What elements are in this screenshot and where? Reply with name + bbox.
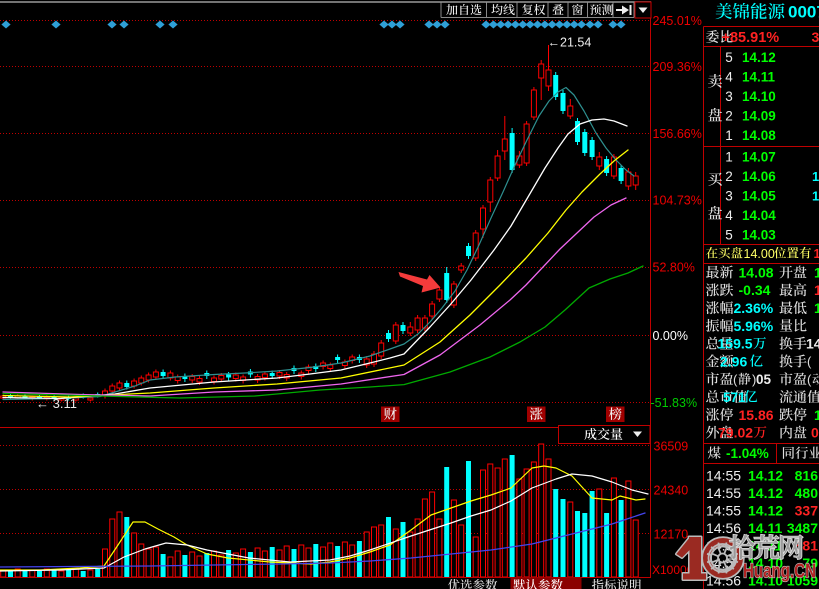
svg-text:1: 1 <box>725 128 733 143</box>
svg-text:3: 3 <box>725 89 733 104</box>
svg-text:571: 571 <box>723 390 746 405</box>
svg-text:14.12: 14.12 <box>748 502 783 518</box>
svg-text:14:56: 14:56 <box>706 520 741 536</box>
svg-text:2.36%: 2.36% <box>734 300 774 316</box>
svg-text:(: ( <box>807 372 812 387</box>
svg-text:← 3.11: ← 3.11 <box>36 396 77 411</box>
svg-text:14.08: 14.08 <box>739 264 774 280</box>
svg-text:2: 2 <box>725 109 733 124</box>
svg-text:4: 4 <box>725 208 733 223</box>
svg-text:14.07: 14.07 <box>742 150 776 165</box>
svg-text:4: 4 <box>725 70 733 85</box>
svg-text:1: 1 <box>814 300 819 316</box>
svg-text:337: 337 <box>795 502 819 518</box>
svg-text:1: 1 <box>814 407 819 423</box>
svg-text:-51.83%: -51.83% <box>651 396 698 410</box>
svg-text:14:55: 14:55 <box>706 502 741 518</box>
svg-text:5.96%: 5.96% <box>734 318 774 334</box>
svg-text:52.80%: 52.80% <box>653 260 695 274</box>
svg-text:2: 2 <box>725 169 733 184</box>
svg-text:14.08: 14.08 <box>742 128 776 143</box>
svg-text:104.73%: 104.73% <box>653 193 702 207</box>
svg-text:36509: 36509 <box>654 439 689 453</box>
svg-text:24340: 24340 <box>654 483 689 497</box>
svg-text:+85.91%: +85.91% <box>722 30 780 46</box>
svg-text:14.11: 14.11 <box>742 70 776 85</box>
svg-text:14.11: 14.11 <box>748 520 782 536</box>
svg-text:0.00%: 0.00% <box>653 329 688 343</box>
svg-text:(: ( <box>807 354 812 369</box>
svg-text:816: 816 <box>795 467 819 483</box>
svg-text:79: 79 <box>802 555 818 571</box>
svg-text:3: 3 <box>725 189 733 204</box>
svg-text:1: 1 <box>725 150 733 165</box>
svg-text:14: 14 <box>806 336 819 352</box>
svg-text:5: 5 <box>725 50 733 65</box>
svg-text:14.12: 14.12 <box>748 485 783 501</box>
svg-text:14.10: 14.10 <box>748 572 783 588</box>
svg-text:05: 05 <box>756 372 772 387</box>
svg-text:5: 5 <box>725 228 733 243</box>
svg-text:←21.54: ←21.54 <box>548 35 592 49</box>
svg-text:1: 1 <box>814 282 819 298</box>
svg-text:1059: 1059 <box>787 572 818 588</box>
svg-text:480: 480 <box>795 485 819 501</box>
svg-text:1: 1 <box>812 169 819 184</box>
svg-text:159.5: 159.5 <box>718 336 753 352</box>
svg-text:209.36%: 209.36% <box>653 60 702 74</box>
svg-text:14:55: 14:55 <box>706 485 741 501</box>
svg-text:245.01%: 245.01% <box>653 14 702 28</box>
svg-text:79.02: 79.02 <box>718 425 753 441</box>
svg-text:): ) <box>752 372 756 387</box>
svg-text:-1.04%: -1.04% <box>726 446 769 461</box>
svg-text:3487: 3487 <box>787 520 818 536</box>
svg-text:14.06: 14.06 <box>742 169 776 184</box>
svg-text:15.86: 15.86 <box>739 407 774 423</box>
svg-text:0.: 0. <box>811 425 819 441</box>
svg-text:2.96: 2.96 <box>720 353 747 369</box>
svg-text:14.10: 14.10 <box>742 89 776 104</box>
svg-text:0007: 0007 <box>788 2 819 21</box>
svg-text:(: ( <box>733 372 738 387</box>
svg-text:14.09: 14.09 <box>742 109 776 124</box>
svg-text:14.03: 14.03 <box>742 228 776 243</box>
svg-text:Huang.CN: Huang.CN <box>743 560 816 583</box>
svg-text:14.00: 14.00 <box>744 247 775 261</box>
svg-text:14.12: 14.12 <box>742 50 776 65</box>
svg-text:1: 1 <box>814 264 819 280</box>
svg-text:1: 1 <box>812 189 819 204</box>
svg-text:3: 3 <box>812 29 819 45</box>
svg-text:156.66%: 156.66% <box>653 127 702 141</box>
svg-text:1: 1 <box>814 247 819 261</box>
svg-text:14.05: 14.05 <box>742 189 776 204</box>
svg-text:14.04: 14.04 <box>742 208 776 223</box>
svg-text:12170: 12170 <box>654 527 689 541</box>
svg-text:14.12: 14.12 <box>748 467 783 483</box>
svg-text:14:55: 14:55 <box>706 467 741 483</box>
svg-text:-0.34: -0.34 <box>739 282 771 298</box>
